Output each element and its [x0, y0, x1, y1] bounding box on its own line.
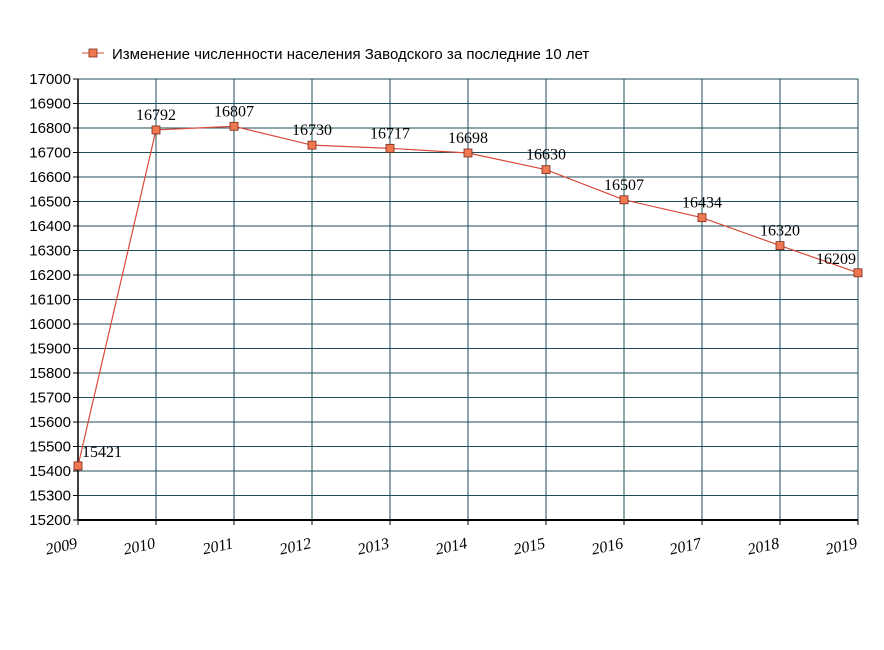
y-tick-label: 17000 — [29, 71, 71, 88]
data-label: 16630 — [526, 147, 566, 164]
legend-marker — [88, 48, 98, 58]
data-point — [697, 213, 707, 223]
data-point — [463, 148, 473, 158]
y-tick-label: 15500 — [29, 439, 71, 456]
y-tick-label: 15800 — [29, 365, 71, 382]
axes — [73, 78, 859, 525]
y-tick-label: 16000 — [29, 316, 71, 333]
y-tick-label: 16100 — [29, 292, 71, 309]
x-tick-label: 2009 — [44, 535, 79, 558]
data-label: 16698 — [448, 130, 488, 147]
y-tick-label: 16800 — [29, 120, 71, 137]
grid — [78, 79, 858, 520]
data-label: 16730 — [292, 122, 332, 139]
data-label: 16717 — [370, 125, 410, 142]
x-tick-label: 2015 — [512, 535, 547, 558]
y-tick-label: 16600 — [29, 169, 71, 186]
x-tick-label: 2018 — [746, 535, 781, 558]
data-label: 16209 — [816, 251, 856, 268]
data-label: 16807 — [214, 103, 254, 120]
y-tick-label: 15600 — [29, 414, 71, 431]
y-tick-label: 16900 — [29, 96, 71, 113]
y-tick-label: 16300 — [29, 243, 71, 260]
series — [73, 121, 863, 471]
data-point — [73, 461, 83, 471]
data-point — [307, 140, 317, 150]
x-tick-label: 2013 — [356, 535, 391, 558]
data-point — [229, 121, 239, 131]
x-tick-label: 2011 — [201, 535, 235, 558]
y-tick-label: 16500 — [29, 194, 71, 211]
data-point — [853, 268, 863, 278]
x-tick-label: 2014 — [434, 535, 469, 558]
data-label: 16434 — [682, 195, 722, 212]
y-axis-ticks: 15200 15300 15400 15500 15600 15700 15800 15900… — [29, 71, 71, 529]
legend: Изменение численности населения Заводско… — [82, 46, 589, 63]
data-label: 16507 — [604, 177, 644, 194]
x-axis-ticks: 2009 2010 2011 2012 2013 2014 2015 2016 2017 2018… — [44, 535, 859, 558]
data-point — [541, 165, 551, 175]
y-tick-label: 16200 — [29, 267, 71, 284]
data-label: 16792 — [136, 107, 176, 124]
x-tick-label: 2012 — [278, 535, 313, 558]
x-tick-label: 2017 — [668, 535, 704, 558]
y-tick-label: 16700 — [29, 145, 71, 162]
x-tick-label: 2019 — [824, 535, 859, 558]
y-tick-label: 15300 — [29, 488, 71, 505]
data-point — [151, 125, 161, 135]
y-tick-label: 15200 — [29, 512, 71, 529]
x-tick-label: 2016 — [590, 535, 625, 558]
data-point — [385, 143, 395, 153]
data-label: 15421 — [82, 444, 122, 461]
y-tick-label: 15900 — [29, 341, 71, 358]
legend-label: Изменение численности населения Заводско… — [112, 46, 589, 63]
data-point — [775, 241, 785, 251]
data-label: 16320 — [760, 223, 800, 240]
data-labels: 15421 16792 16807 16730 16717 16698 16630 16507… — [82, 103, 856, 461]
y-tick-label: 16400 — [29, 218, 71, 235]
y-tick-label: 15700 — [29, 390, 71, 407]
y-tick-label: 15400 — [29, 463, 71, 480]
x-tick-label: 2010 — [122, 535, 157, 558]
data-point — [619, 195, 629, 205]
